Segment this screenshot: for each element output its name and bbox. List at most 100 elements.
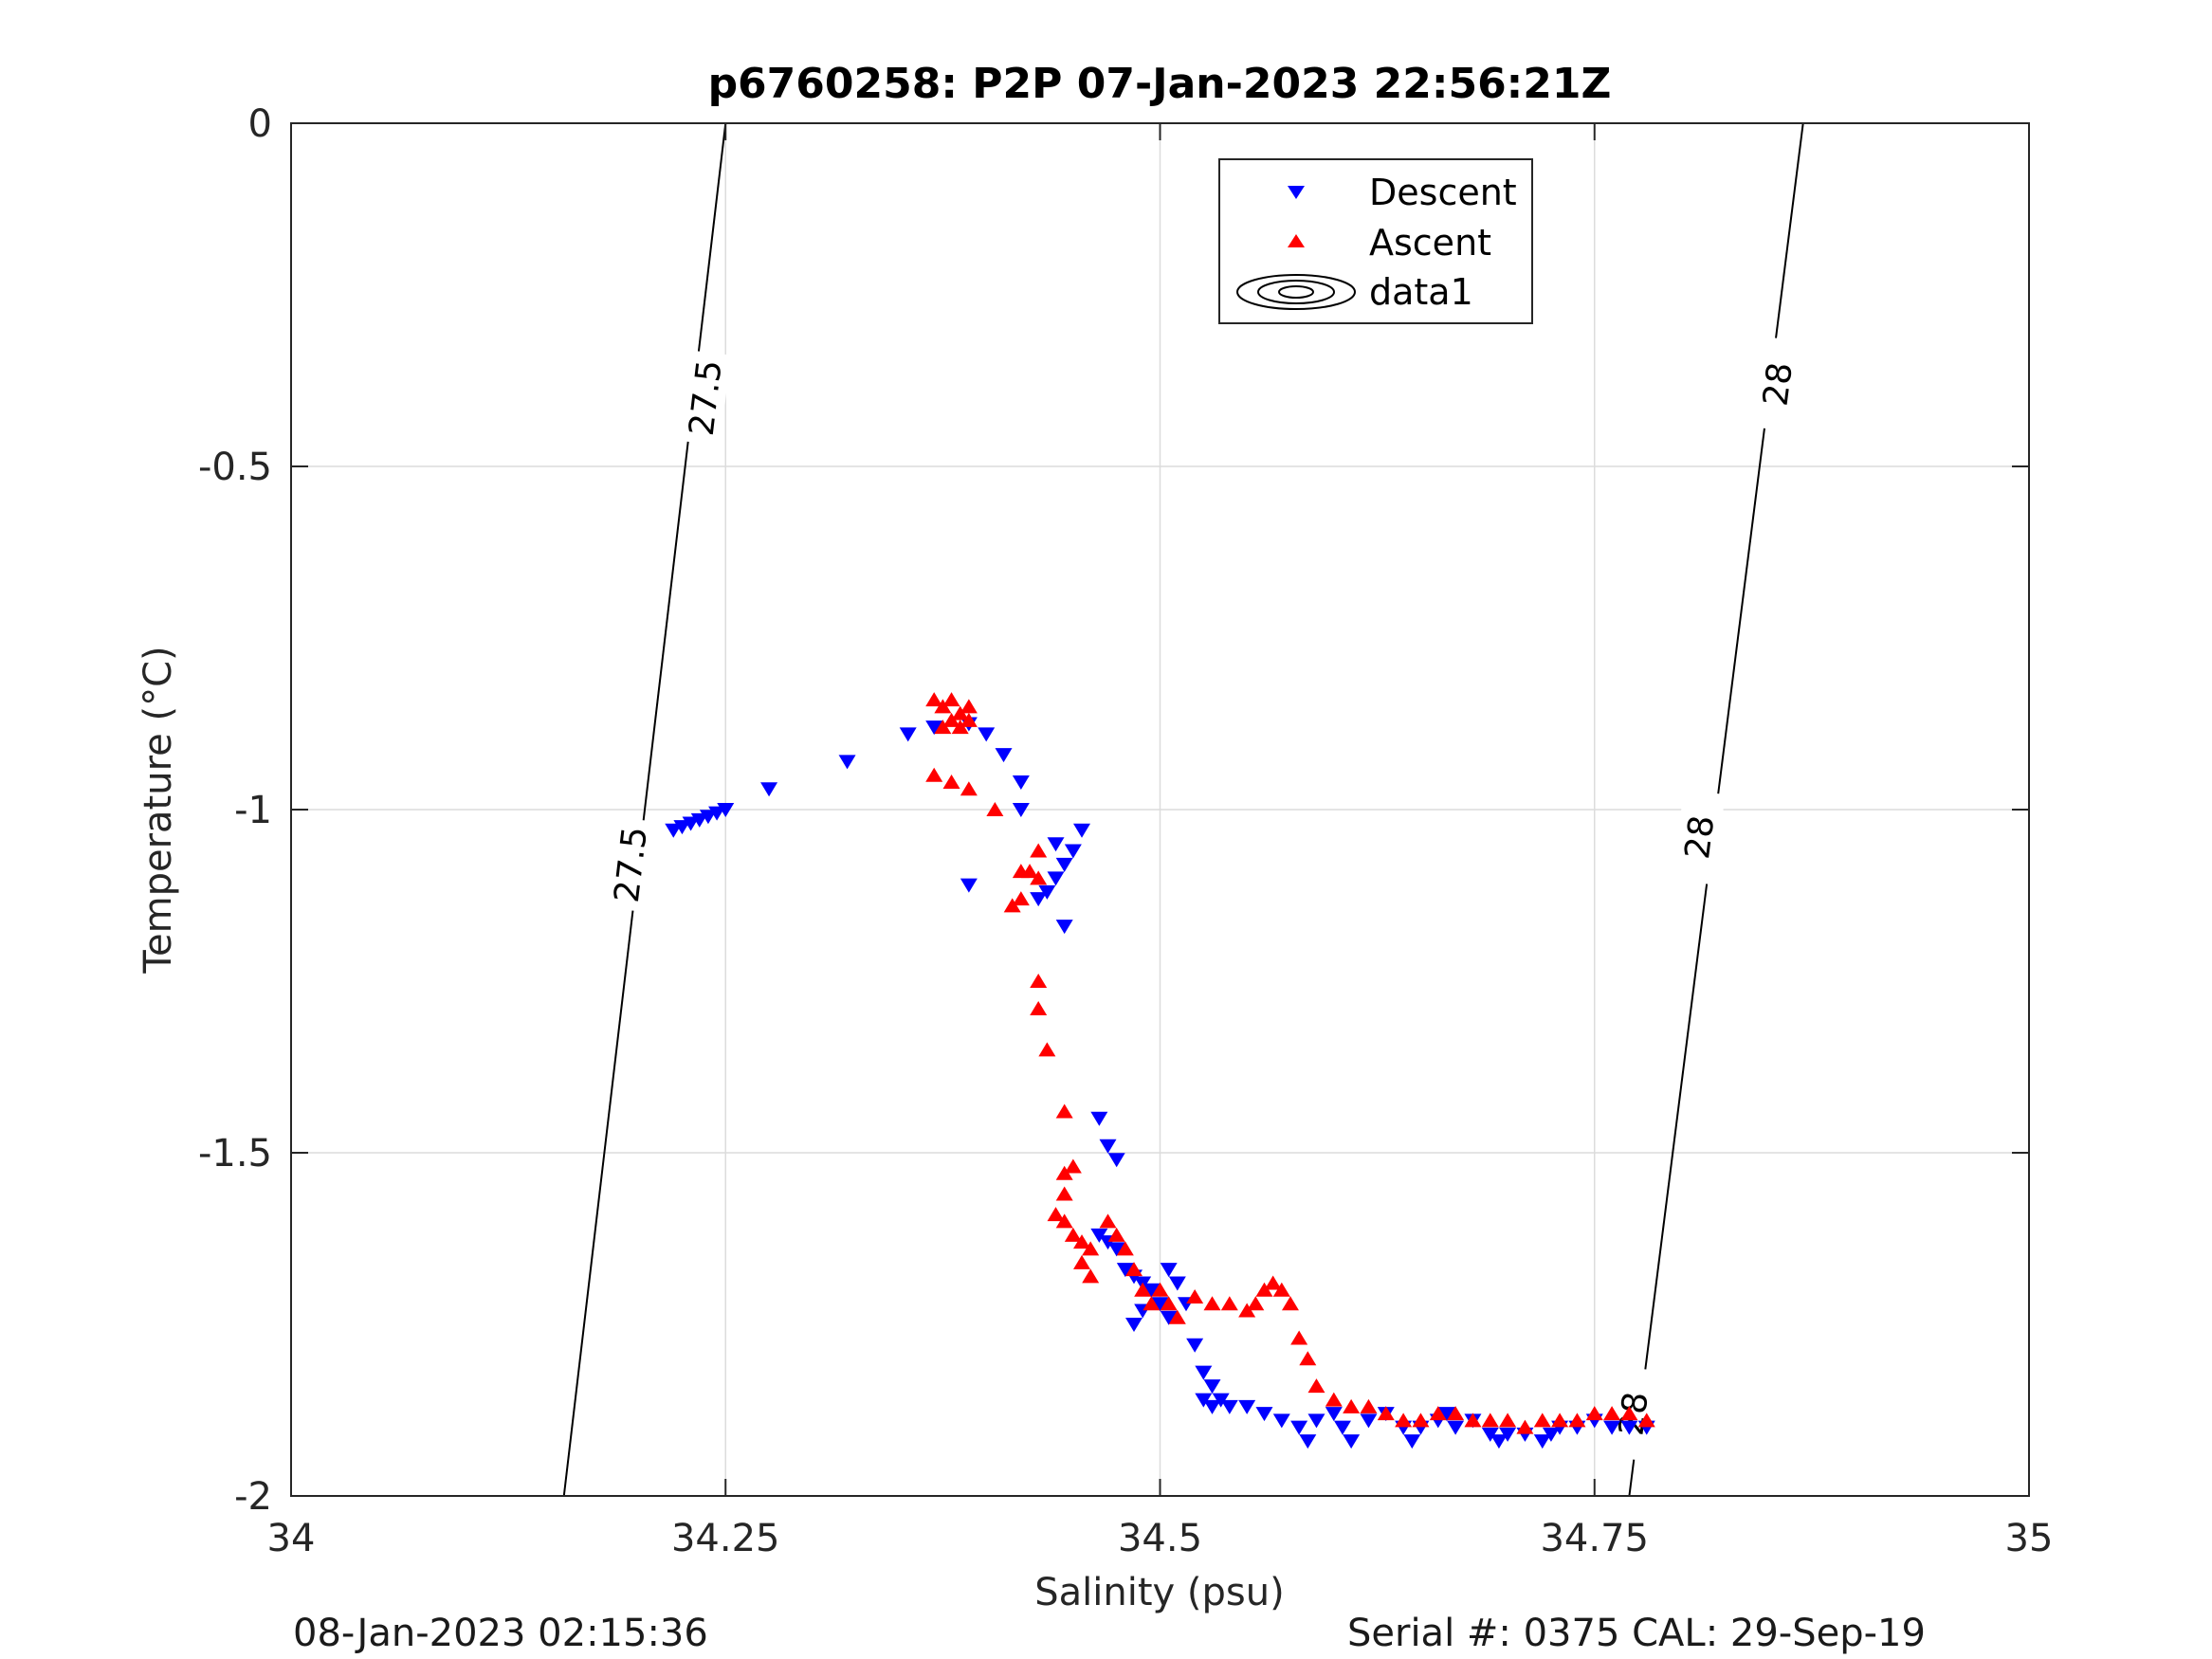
descent-point [1064, 844, 1082, 859]
footer-serial-cal: Serial #: 0375 CAL: 29-Sep-19 [1347, 1612, 1926, 1655]
ascent-point [1568, 1413, 1586, 1428]
y-tick-label: -1 [234, 789, 272, 832]
ascent-point [1055, 1213, 1073, 1229]
descent-point [1012, 775, 1030, 791]
ascent-point [951, 705, 969, 720]
ascent-point [1307, 1378, 1325, 1394]
ascent-point [1481, 1413, 1499, 1428]
ascent-point [1082, 1268, 1100, 1284]
ascent-point [1603, 1406, 1621, 1421]
legend: Descent Ascent data1 [1218, 158, 1533, 324]
descent-point [1107, 1153, 1125, 1168]
ascent-point [1620, 1406, 1638, 1421]
ascent-point [1030, 1000, 1048, 1015]
ascent-point [925, 692, 943, 707]
descent-point [760, 782, 778, 797]
ascent-point [934, 720, 952, 735]
ascent-point [1003, 898, 1021, 913]
y-tick-label: 0 [248, 102, 272, 146]
descent-point [1490, 1434, 1508, 1449]
tick-labels: 34 34.25 34.5 34.75 35 0 -0.5 -1 -1.5 -2 [198, 102, 2054, 1560]
descent-point [690, 812, 708, 828]
ascent-point [1220, 1296, 1238, 1311]
legend-descent-label: Descent [1369, 172, 1517, 213]
descent-point [1212, 1393, 1230, 1408]
descent-point [960, 878, 978, 893]
ascent-point [1047, 1207, 1065, 1222]
descent-point [1055, 920, 1073, 935]
descent-point [665, 823, 683, 838]
descent-point [717, 803, 735, 817]
y-tick-label: -0.5 [198, 446, 272, 489]
ascent-point [1377, 1406, 1395, 1421]
ascent-point [1290, 1330, 1308, 1345]
descent-point [1186, 1338, 1204, 1353]
ascent-point [1360, 1398, 1378, 1413]
chart-title: p6760258: P2P 07-Jan-2023 22:56:21Z [708, 60, 1612, 108]
ascent-point [934, 699, 952, 714]
ascent-point [1012, 891, 1030, 906]
contour-label-background [1672, 789, 1726, 885]
ascent-point [1160, 1296, 1178, 1311]
ascent-point [1499, 1413, 1517, 1428]
contour-label-background [678, 350, 731, 446]
descent-point [1437, 1407, 1455, 1422]
descent-point [1107, 1242, 1125, 1257]
ascent-point [1299, 1351, 1317, 1366]
descent-point [1047, 837, 1065, 852]
ascent-point [1272, 1282, 1290, 1297]
ascent-point [1030, 974, 1048, 988]
ascent-point [1551, 1413, 1569, 1428]
ascent-point [1055, 1103, 1073, 1119]
descent-point [1620, 1420, 1638, 1435]
descent-point [1030, 892, 1048, 907]
legend-contour-icon [1236, 274, 1356, 310]
descent-point [1143, 1283, 1161, 1298]
ascent-point [1099, 1213, 1117, 1229]
descent-point [1012, 803, 1030, 817]
descent-point [1203, 1379, 1221, 1395]
ascent-point [1151, 1282, 1169, 1297]
descent-point [1307, 1413, 1325, 1429]
ascent-point [986, 802, 1004, 816]
ascent-point [1064, 1158, 1082, 1174]
ascent-point [1238, 1303, 1256, 1318]
ascent-point [1395, 1413, 1413, 1428]
ascent-point [1168, 1309, 1186, 1324]
descent-point [978, 727, 996, 742]
ascent-point [1637, 1413, 1655, 1428]
descent-point [1160, 1263, 1178, 1278]
descent-point [673, 820, 691, 835]
descent-point [1195, 1365, 1213, 1380]
descent-point [995, 748, 1013, 763]
descent-point [1055, 857, 1073, 872]
x-tick-label: 34.75 [1540, 1517, 1649, 1560]
axis-ticks [290, 122, 2030, 1497]
density-contours: 27.5 27.5 28 28 28 [562, 122, 1804, 1497]
descent-point [1116, 1263, 1134, 1278]
descent-point [1125, 1318, 1143, 1332]
ascent-point [1464, 1413, 1482, 1428]
descent-point [699, 810, 717, 825]
descent-point [1447, 1420, 1465, 1435]
ascent-point [1429, 1406, 1447, 1421]
descent-point [1325, 1407, 1343, 1422]
ascent-point [1134, 1282, 1152, 1297]
contour-label-background [1750, 336, 1804, 432]
ascent-point [1064, 1227, 1082, 1242]
ascent-point [1533, 1413, 1551, 1428]
descent-point [1499, 1427, 1517, 1442]
ascent-point [1038, 1042, 1056, 1057]
ascent-point [1055, 1186, 1073, 1201]
ascent-point [1255, 1282, 1273, 1297]
ascent-point [1281, 1296, 1299, 1311]
descent-point [708, 806, 726, 821]
contour-label: 27.5 [683, 358, 730, 438]
ascent-point [1247, 1296, 1265, 1311]
descent-point [838, 755, 856, 770]
x-tick-label: 34 [267, 1517, 316, 1560]
descent-point [1481, 1427, 1499, 1442]
legend-box [1218, 158, 1533, 324]
